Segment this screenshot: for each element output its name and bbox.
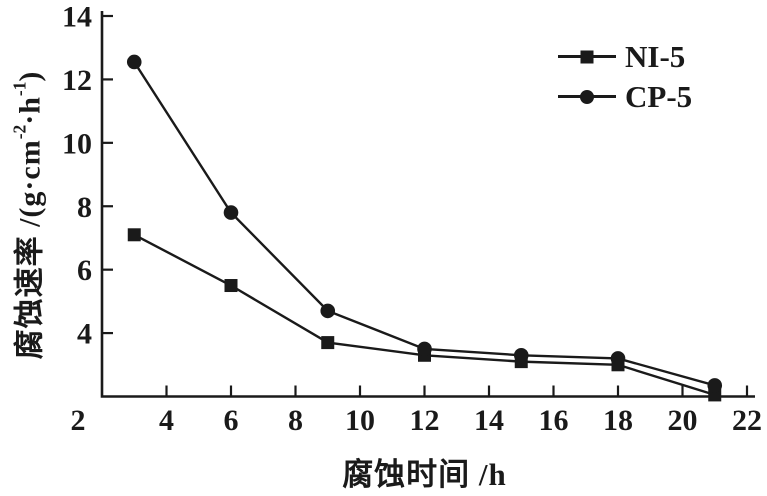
x-tick-label: 22 — [732, 404, 762, 437]
y-tick-label: 6 — [77, 254, 92, 287]
y-tick-label: 10 — [62, 127, 92, 160]
data-point-square — [127, 228, 141, 242]
x-tick-label: 6 — [224, 404, 239, 437]
data-point-circle — [707, 378, 723, 393]
y-tick-label: 12 — [62, 64, 92, 97]
series-line-ni-5 — [133, 233, 716, 397]
legend: NI-5 CP-5 — [558, 41, 692, 112]
legend-label-ni5: NI-5 — [625, 39, 686, 74]
data-point-circle — [126, 54, 142, 70]
series-markers-cp-5 — [126, 54, 723, 393]
legend-label-cp5: CP-5 — [625, 79, 693, 114]
axes-lines — [100, 11, 755, 398]
x-axis-title: 腐蚀时间 /h — [342, 457, 507, 492]
y-tick-label: 8 — [77, 191, 92, 224]
x-axis-ticks: 2 4 6 8 10 12 14 16 18 20 22 — [71, 385, 762, 437]
data-point-circle — [223, 205, 239, 220]
y-axis-ticks: 4 6 8 10 12 14 — [62, 1, 113, 351]
x-tick-label: 14 — [474, 404, 504, 437]
x-tick-label: 16 — [539, 404, 569, 437]
data-point-circle — [417, 341, 432, 357]
series-markers-ni-5 — [127, 228, 722, 402]
legend-item-cp5: CP-5 — [558, 81, 692, 112]
x-tick-label: 2 — [71, 404, 86, 437]
data-point-circle — [320, 303, 336, 319]
x-tick-label: 20 — [668, 404, 698, 437]
data-point-circle — [513, 347, 529, 363]
legend-square-marker-icon — [558, 49, 616, 65]
y-tick-label: 4 — [77, 318, 92, 351]
x-tick-label: 8 — [288, 404, 303, 437]
x-tick-label: 18 — [603, 404, 633, 437]
y-tick-label: 14 — [62, 1, 92, 34]
x-tick-label: 10 — [345, 404, 375, 437]
x-tick-label: 4 — [159, 404, 174, 437]
x-tick-label: 12 — [410, 404, 440, 437]
legend-circle-marker-icon — [558, 89, 616, 105]
data-point-square — [224, 279, 238, 293]
data-point-circle — [610, 351, 626, 366]
data-point-square — [321, 336, 335, 350]
legend-item-ni5: NI-5 — [558, 41, 692, 72]
